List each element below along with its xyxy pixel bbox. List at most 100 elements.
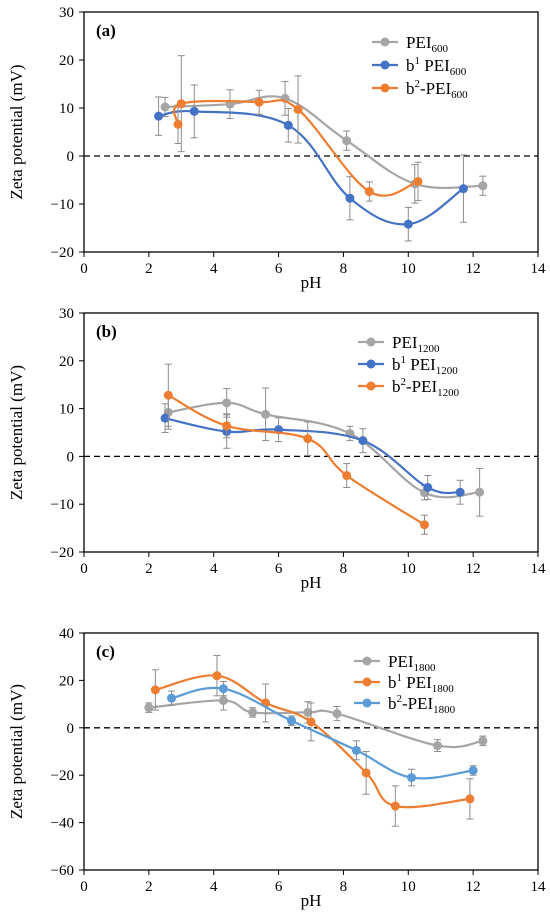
legend-label: b1 PEI1200 (392, 354, 458, 377)
panel-label: (b) (96, 322, 117, 341)
data-point (420, 520, 429, 530)
chart-panel-1: 0 2 4 6 8 10 12 14 −20 −10 0 10 20 30 pH Zeta potential… (7, 5, 546, 292)
data-point (303, 707, 313, 717)
legend-entry-3: b2-PEI1800 (354, 693, 456, 716)
data-point (413, 176, 423, 186)
y-axis-label: Zeta potential (mV) (7, 365, 26, 500)
x-tick-label: 6 (275, 261, 283, 277)
legend-entry-1: PEI600 (372, 33, 449, 55)
x-tick-label: 8 (340, 879, 348, 895)
legend-entry-2: b1 PEI600 (372, 55, 467, 78)
data-point (144, 703, 154, 713)
x-tick-label: 10 (401, 561, 416, 577)
x-tick-label: 6 (275, 561, 283, 577)
legend-entry-2: b1 PEI1200 (358, 354, 458, 377)
x-tick-label: 12 (466, 261, 481, 277)
x-tick-label: 6 (275, 879, 283, 895)
series-3 (172, 55, 423, 202)
legend-label: b2-PEI600 (406, 78, 468, 101)
data-point (342, 471, 352, 481)
data-point (160, 102, 170, 112)
data-point (218, 684, 228, 694)
y-tick-label: −60 (51, 863, 74, 879)
data-point (173, 119, 183, 129)
x-tick-label: 0 (80, 561, 88, 577)
y-tick-label: 10 (59, 101, 74, 117)
panel-label: (a) (96, 21, 116, 40)
y-tick-label: 0 (67, 449, 75, 465)
panel-label: (c) (96, 642, 115, 661)
data-point (465, 794, 475, 804)
y-tick-label: −10 (51, 497, 74, 513)
series-line (164, 417, 461, 495)
x-tick-label: 0 (80, 261, 88, 277)
data-point (254, 97, 264, 107)
data-point (423, 482, 433, 492)
legend-label: PEI1200 (392, 333, 440, 355)
series-1 (163, 387, 485, 517)
y-tick-label: 0 (67, 149, 75, 165)
chart-panel-3: 0 2 4 6 8 10 12 14 −60 −40 −20 0 20 40 pH Zeta potentia… (7, 626, 546, 910)
data-point (407, 773, 417, 783)
y-axis-label: Zeta potential (mV) (7, 64, 26, 199)
y-tick-label: −20 (51, 768, 74, 784)
legend-entry-1: PEI1800 (354, 652, 436, 674)
legend-label: b1 PEI600 (406, 55, 467, 78)
data-point (222, 398, 232, 408)
x-tick-label: 8 (340, 561, 348, 577)
series-1 (144, 690, 488, 752)
data-point (342, 136, 352, 146)
data-point (364, 187, 374, 197)
y-tick-label: 40 (59, 626, 74, 642)
data-point (455, 487, 465, 497)
data-point (160, 413, 170, 423)
x-tick-label: 10 (401, 879, 416, 895)
data-point (218, 696, 228, 706)
x-tick-label: 2 (145, 561, 153, 577)
x-axis-label: pH (301, 573, 322, 592)
x-tick-label: 4 (210, 561, 218, 577)
y-tick-label: 20 (59, 673, 74, 689)
data-point (432, 741, 442, 751)
data-point (303, 434, 313, 444)
legend-entry-3: b2-PEI600 (372, 78, 468, 101)
legend-entry-1: PEI1200 (358, 333, 440, 355)
data-point (150, 685, 160, 695)
legend-label: b1 PEI1800 (388, 672, 454, 695)
x-tick-label: 4 (210, 261, 218, 277)
data-point (189, 106, 199, 116)
legend-entry-3: b2-PEI1200 (358, 376, 460, 399)
legend-marker (362, 677, 372, 687)
data-point (222, 421, 232, 431)
legend-label: PEI600 (406, 33, 449, 55)
data-point (458, 184, 468, 194)
plot-frame (83, 11, 539, 253)
plot-frame (83, 632, 539, 871)
y-tick-label: 0 (67, 721, 75, 737)
y-tick-label: −40 (51, 816, 74, 832)
y-tick-label: −20 (51, 245, 74, 261)
data-point (478, 181, 488, 191)
x-tick-label: 12 (466, 561, 481, 577)
series-line (172, 99, 419, 197)
data-point (468, 765, 478, 775)
legend-marker (362, 656, 372, 666)
series-line (165, 95, 483, 189)
x-tick-label: 4 (210, 879, 218, 895)
legend-marker (380, 83, 390, 93)
legend-label: PEI1800 (388, 652, 436, 674)
data-point (167, 693, 177, 703)
series-2 (150, 655, 475, 827)
y-tick-label: 30 (59, 306, 74, 322)
data-point (287, 716, 297, 726)
data-point (332, 709, 342, 719)
chart-panel-2: 0 2 4 6 8 10 12 14 −20 −10 0 10 20 30 pH Zeta potential… (7, 306, 546, 592)
x-tick-label: 10 (401, 261, 416, 277)
legend-label: b2-PEI1800 (388, 693, 456, 716)
x-tick-label: 14 (531, 879, 547, 895)
data-point (358, 436, 368, 446)
x-tick-label: 0 (80, 879, 88, 895)
data-point (154, 111, 164, 121)
y-tick-label: −20 (51, 545, 74, 561)
